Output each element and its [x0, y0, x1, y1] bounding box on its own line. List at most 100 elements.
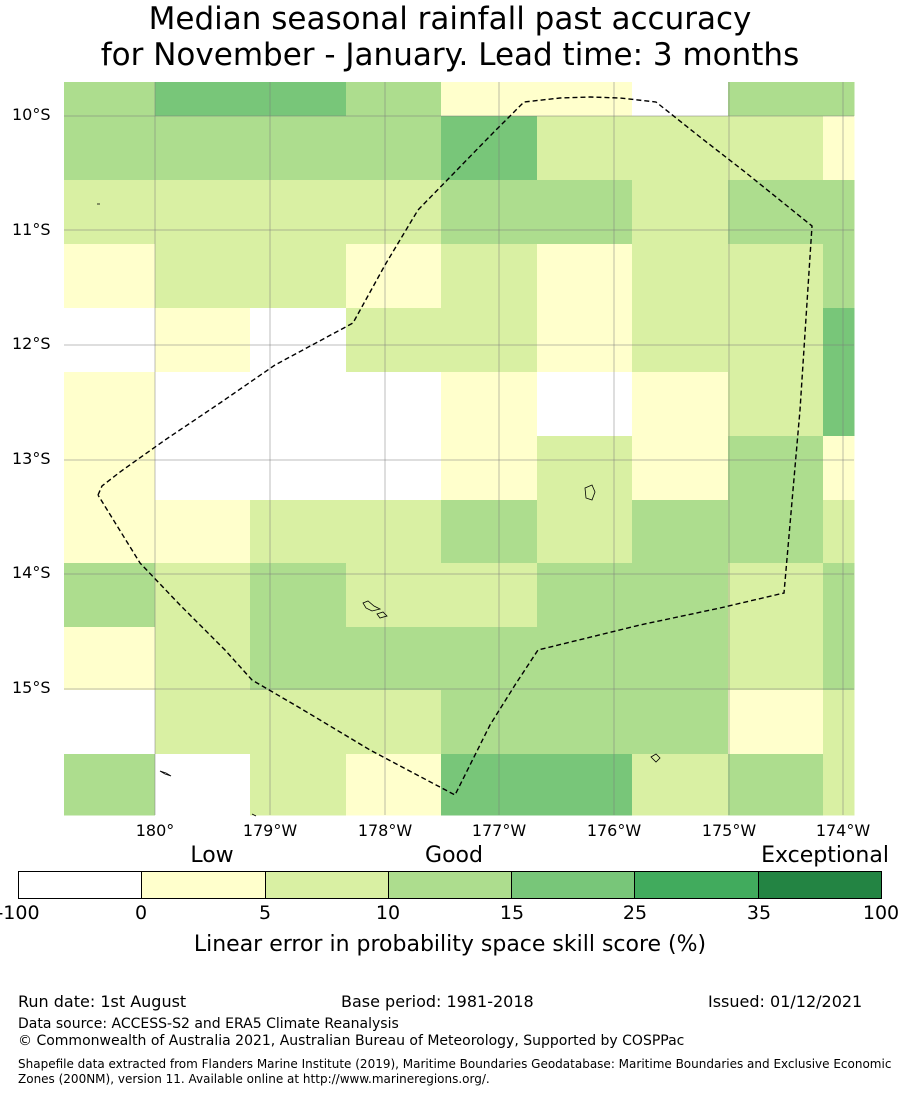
grid-cell	[64, 244, 156, 309]
grid-cell	[823, 372, 855, 437]
grid-cell	[632, 436, 729, 501]
grid-cell	[441, 754, 538, 816]
grid-cell	[537, 308, 633, 373]
grid-cell	[155, 563, 251, 628]
island-coastline	[650, 753, 661, 763]
grid-cell	[728, 116, 824, 181]
grid-cell	[728, 180, 824, 245]
grid-cell	[250, 436, 347, 501]
island-coastline	[159, 770, 172, 777]
grid-cell	[728, 627, 824, 691]
legend-category-good: Good	[425, 843, 483, 868]
grid-cell	[64, 754, 156, 816]
grid-cell	[155, 372, 251, 437]
grid-cell	[728, 500, 824, 564]
colorbar-segment	[388, 872, 513, 898]
grid-cell	[441, 244, 538, 309]
map-title-line-2: for November - January. Lead time: 3 mon…	[100, 37, 800, 73]
grid-cell	[823, 627, 855, 691]
grid-cell	[346, 372, 442, 437]
lon-label-179w: 179°W	[242, 821, 298, 840]
copyright-notice: © Commonwealth of Australia 2021, Austra…	[18, 1033, 685, 1049]
grid-cell	[155, 180, 251, 245]
grid-cell	[537, 500, 633, 564]
lat-label-12s: 12°S	[12, 334, 51, 353]
grid-cell	[823, 500, 855, 564]
colorbar-tick: 25	[622, 902, 648, 924]
skill-grid	[64, 82, 855, 816]
grid-cell	[823, 180, 855, 245]
colorbar-segment	[19, 872, 143, 898]
grid-cell	[632, 116, 729, 181]
grid-cell	[155, 308, 251, 373]
grid-cell	[250, 690, 347, 755]
grid-cell	[346, 754, 442, 816]
data-source: Data source: ACCESS-S2 and ERA5 Climate …	[18, 1016, 399, 1032]
grid-cell	[823, 754, 855, 816]
colorbar-tick: 5	[258, 902, 272, 924]
shapefile-credit: Shapefile data extracted from Flanders M…	[18, 1057, 892, 1086]
grid-cell	[823, 116, 855, 181]
colorbar-tick: 10	[375, 902, 401, 924]
colorbar-segment	[512, 872, 636, 898]
grid-cell	[250, 82, 347, 117]
colorbar-tick: 0	[134, 902, 148, 924]
grid-cell	[823, 82, 855, 117]
issued-date: Issued: 01/12/2021	[708, 992, 863, 1011]
grid-cell	[250, 754, 347, 816]
grid-cell	[346, 690, 442, 755]
island-coastline	[251, 813, 257, 817]
grid-cell	[441, 436, 538, 501]
grid-cell	[632, 690, 729, 755]
grid-cell	[64, 180, 156, 245]
grid-cell	[632, 180, 729, 245]
lon-label-176w: 176°W	[586, 821, 642, 840]
lon-label-175w: 175°W	[701, 821, 757, 840]
island-coastline	[376, 611, 388, 619]
grid-cell	[537, 690, 633, 755]
grid-cell	[632, 627, 729, 691]
grid-cell	[537, 244, 633, 309]
grid-cell	[728, 754, 824, 816]
grid-cell	[632, 308, 729, 373]
grid-cell	[441, 500, 538, 564]
colorbar-segment	[635, 872, 759, 898]
grid-cell	[346, 82, 442, 117]
grid-cell	[64, 308, 156, 373]
colorbar-segment	[265, 872, 389, 898]
grid-cell	[346, 563, 442, 628]
grid-cell	[346, 116, 442, 181]
grid-cell	[537, 180, 633, 245]
grid-cell	[823, 690, 855, 755]
grid-cell	[823, 563, 855, 628]
grid-cell	[632, 563, 729, 628]
grid-cell	[346, 627, 442, 691]
lat-label-11s: 11°S	[12, 220, 51, 239]
grid-cell	[64, 436, 156, 501]
colorbar-title: Linear error in probability space skill …	[193, 932, 707, 957]
grid-cell	[64, 563, 156, 628]
legend-category-exceptional: Exceptional	[761, 843, 889, 868]
grid-cell	[441, 82, 538, 117]
lat-label-15s: 15°S	[12, 678, 51, 697]
lat-label-13s: 13°S	[12, 449, 51, 468]
grid-cell	[250, 180, 347, 245]
grid-cell	[155, 82, 251, 117]
eez-boundary	[97, 96, 813, 796]
colorbar-tick: 15	[499, 902, 525, 924]
grid-cell	[250, 244, 347, 309]
grid-cell	[728, 244, 824, 309]
colorbar-segment	[142, 872, 266, 898]
grid-cell	[250, 563, 347, 628]
grid-cell	[537, 116, 633, 181]
grid-cell	[632, 244, 729, 309]
grid-cell	[64, 500, 156, 564]
grid-cell	[346, 436, 442, 501]
grid-cell	[346, 500, 442, 564]
grid-cell	[155, 500, 251, 564]
grid-cell	[537, 436, 633, 501]
grid-cell	[155, 116, 251, 181]
lon-label-177w: 177°W	[471, 821, 527, 840]
grid-cell	[632, 82, 728, 116]
grid-cell	[823, 308, 855, 373]
